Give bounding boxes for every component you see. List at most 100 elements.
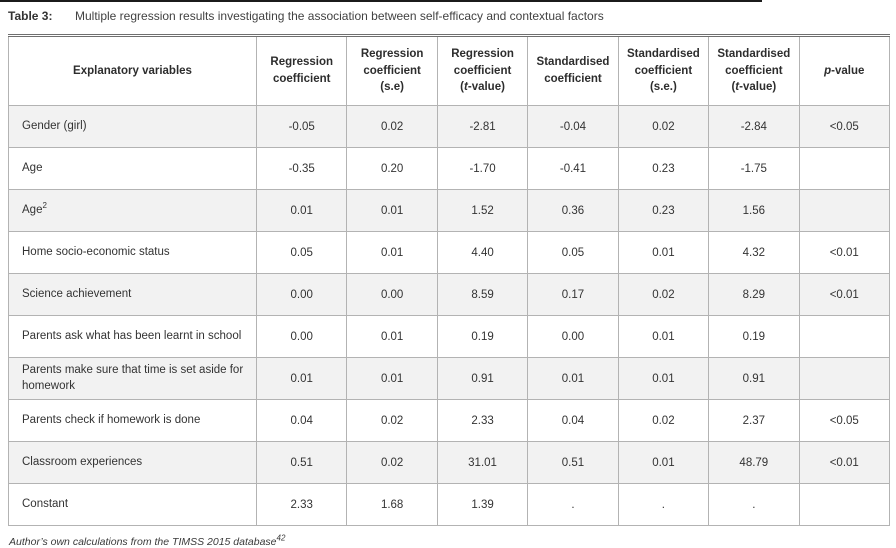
value-cell: -0.35	[255, 147, 348, 190]
value-cell: .	[617, 483, 710, 526]
table-row: Parents ask what has been learnt in scho…	[8, 315, 891, 358]
value-cell: 0.04	[255, 399, 348, 442]
value-cell: 0.01	[617, 231, 710, 274]
value-cell: 0.01	[346, 357, 438, 400]
value-cell: .	[708, 483, 800, 526]
column-header: Regression coefficient (s.e)	[346, 35, 438, 106]
value-cell: 0.02	[346, 441, 438, 484]
value-cell: 0.00	[346, 273, 438, 316]
table-row: Science achievement 0.00 0.00 8.59 0.17 0.02 8…	[8, 273, 891, 316]
value-cell: 0.51	[527, 441, 619, 484]
value-cell: 0.01	[255, 357, 348, 400]
row-label-cell: Parents check if homework is done	[8, 399, 257, 442]
value-cell: 0.51	[255, 441, 348, 484]
table-row: Gender (girl) -0.05 0.02 -2.81 -0.04 0.02 -2.8…	[8, 105, 891, 148]
table-source-note: Author’s own calculations from the TIMSS…	[9, 533, 286, 548]
table-row: Constant 2.33 1.68 1.39...	[8, 483, 891, 526]
value-cell: 4.40	[436, 231, 529, 274]
value-cell: 1.68	[346, 483, 438, 526]
value-cell: 0.23	[617, 189, 710, 232]
column-header: Regression coefficient (t-value)	[436, 35, 529, 106]
value-cell	[798, 357, 891, 400]
value-cell: 2.33	[436, 399, 529, 442]
value-cell: <0.01	[798, 231, 891, 274]
row-label-cell: Classroom experiences	[8, 441, 257, 484]
value-cell: 2.33	[255, 483, 348, 526]
table-row: Parents make sure that time is set aside…	[8, 357, 891, 400]
column-header: Standardised coefficient (s.e.)	[617, 35, 710, 106]
table-number-label: Table 3:	[8, 9, 53, 23]
row-label-cell: Parents ask what has been learnt in scho…	[8, 315, 257, 358]
value-cell: 0.01	[527, 357, 619, 400]
row-label-cell: Gender (girl)	[8, 105, 257, 148]
value-cell: 8.59	[436, 273, 529, 316]
column-header: p-value	[798, 35, 891, 106]
value-cell: 0.02	[617, 399, 710, 442]
table-row: Age2 0.01 0.01 1.52 0.36 0.23 1.56	[8, 189, 891, 232]
column-header: Standardised coefficient	[527, 35, 619, 106]
value-cell: 0.17	[527, 273, 619, 316]
value-cell: 0.01	[617, 357, 710, 400]
value-cell: <0.05	[798, 105, 891, 148]
value-cell: 0.00	[527, 315, 619, 358]
value-cell: 8.29	[708, 273, 800, 316]
value-cell	[798, 315, 891, 358]
value-cell: 1.56	[708, 189, 800, 232]
value-cell: 2.37	[708, 399, 800, 442]
value-cell: 0.19	[436, 315, 529, 358]
value-cell: 0.19	[708, 315, 800, 358]
value-cell: 0.01	[617, 315, 710, 358]
row-label-cell: Constant	[8, 483, 257, 526]
crop-artifact-bar	[0, 0, 762, 2]
value-cell: 1.52	[436, 189, 529, 232]
value-cell: 0.01	[617, 441, 710, 484]
column-header: Standardised coefficient (t-value)	[708, 35, 800, 106]
value-cell: <0.01	[798, 441, 891, 484]
value-cell: 0.05	[255, 231, 348, 274]
value-cell: 0.20	[346, 147, 438, 190]
row-label-cell: Home socio-economic status	[8, 231, 257, 274]
regression-results-table: Explanatory variables Regression coefficie…	[8, 34, 891, 526]
table-title: Table 3: Multiple regression results inv…	[8, 9, 889, 23]
header-row: Explanatory variables Regression coefficie…	[8, 35, 891, 106]
value-cell: <0.01	[798, 273, 891, 316]
value-cell: 0.91	[708, 357, 800, 400]
value-cell: -0.05	[255, 105, 348, 148]
value-cell: 0.02	[617, 273, 710, 316]
row-label-cell: Age2	[8, 189, 257, 232]
value-cell: 4.32	[708, 231, 800, 274]
value-cell: 0.04	[527, 399, 619, 442]
value-cell	[798, 483, 891, 526]
value-cell: -2.84	[708, 105, 800, 148]
value-cell: 0.02	[617, 105, 710, 148]
table-caption: Multiple regression results investigatin…	[75, 9, 604, 23]
value-cell: 0.91	[436, 357, 529, 400]
value-cell: 1.39	[436, 483, 529, 526]
column-header: Regression coefficient	[255, 35, 348, 106]
table-row: Classroom experiences 0.51 0.02 31.01 0.51 0.…	[8, 441, 891, 484]
column-header: Explanatory variables	[8, 35, 257, 106]
row-label-cell: Age	[8, 147, 257, 190]
value-cell: 0.02	[346, 399, 438, 442]
value-cell: 0.01	[346, 189, 438, 232]
table-row: Age -0.35 0.20 -1.70 -0.41 0.23 -1.75	[8, 147, 891, 190]
value-cell: -1.75	[708, 147, 800, 190]
value-cell: 0.01	[346, 231, 438, 274]
value-cell: 0.23	[617, 147, 710, 190]
footnote-reference: 42	[276, 533, 286, 543]
value-cell: -0.41	[527, 147, 619, 190]
value-cell: 0.01	[255, 189, 348, 232]
row-label-cell: Parents make sure that time is set aside…	[8, 357, 257, 400]
value-cell: 0.00	[255, 315, 348, 358]
value-cell: 0.00	[255, 273, 348, 316]
value-cell: 0.05	[527, 231, 619, 274]
table-row: Home socio-economic status 0.05 0.01 4.40 0.…	[8, 231, 891, 274]
value-cell: .	[527, 483, 619, 526]
value-cell	[798, 147, 891, 190]
value-cell: 48.79	[708, 441, 800, 484]
value-cell: -0.04	[527, 105, 619, 148]
value-cell: -2.81	[436, 105, 529, 148]
value-cell: <0.05	[798, 399, 891, 442]
value-cell: 0.01	[346, 315, 438, 358]
